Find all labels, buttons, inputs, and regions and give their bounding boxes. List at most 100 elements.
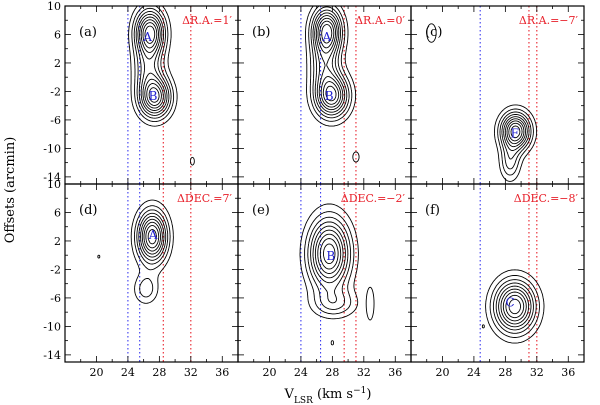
contour-group <box>128 6 195 166</box>
contour-level <box>144 25 160 103</box>
y-tick-label: 10 <box>47 0 61 13</box>
component-label: F <box>511 127 519 141</box>
contour-level <box>497 108 534 176</box>
contour-level <box>141 218 163 255</box>
contour-level <box>139 16 166 111</box>
contour-level <box>503 116 528 152</box>
contour-level <box>502 291 527 322</box>
contour-level <box>143 221 162 252</box>
contour-level <box>495 282 534 331</box>
x-axis-label-close: ) <box>366 387 371 402</box>
contour-group <box>481 269 545 344</box>
contour-level <box>319 238 339 270</box>
x-tick-label: 24 <box>121 366 135 379</box>
contour-level <box>510 125 521 139</box>
contour-level <box>140 19 164 109</box>
y-tick-label: -14 <box>43 349 61 362</box>
panel-offset-label: ΔR.A.=−7′ <box>519 14 579 27</box>
contour-level <box>508 122 523 142</box>
panel-frame <box>410 183 585 363</box>
x-axis-label: VLSR (km s−1) <box>284 386 372 405</box>
y-tick-label: -6 <box>50 292 61 305</box>
contour-level <box>308 6 353 122</box>
x-axis-label-sub: LSR <box>294 396 313 405</box>
contour-level <box>317 233 342 274</box>
contour-level <box>310 221 349 304</box>
panel-c: (c) ΔR.A.=−7′ F <box>410 5 585 185</box>
contour-level <box>131 6 175 123</box>
x-tick-label: 32 <box>357 366 371 379</box>
panel-f: 20 24 28 32 36 (f) ΔDEC.=−8′ C <box>410 183 585 379</box>
panel-label: (b) <box>252 25 270 40</box>
y-tick-label: -2 <box>50 263 61 276</box>
x-axis-label-sup: −1 <box>353 386 366 396</box>
contour-group <box>299 203 375 346</box>
contour-level <box>508 298 521 315</box>
contour-level <box>315 15 344 111</box>
y-tick-label: 10 <box>47 178 61 191</box>
x-tick-label: 24 <box>467 366 481 379</box>
contour-level <box>142 22 162 106</box>
contour-level <box>312 9 348 116</box>
component-label: B <box>326 249 335 263</box>
x-tick-label: 28 <box>152 366 166 379</box>
x-axis-label-unit: (km s <box>313 387 353 402</box>
contour-level <box>134 205 171 298</box>
panel-offset-label: ΔDEC.=−8′ <box>514 192 579 205</box>
contour-level <box>504 118 527 148</box>
contour-level <box>314 12 346 113</box>
y-tick-label: 6 <box>54 206 61 219</box>
panel-label: (a) <box>79 25 97 40</box>
contour-level <box>489 275 540 338</box>
contour-level <box>492 279 537 334</box>
contour-level <box>140 215 165 258</box>
contour-level <box>304 211 355 315</box>
contour-level <box>138 212 167 261</box>
contour-level <box>506 120 525 145</box>
panel-offset-label: ΔR.A.=0′ <box>355 14 405 27</box>
x-axis-label-main: V <box>284 387 295 402</box>
x-tick-label: 20 <box>435 366 449 379</box>
contour-level <box>505 294 525 319</box>
contour-level <box>299 203 359 320</box>
x-tick-label: 32 <box>530 366 544 379</box>
x-tick-label: 28 <box>325 366 339 379</box>
contour-blob <box>352 151 360 163</box>
panel-offset-label: ΔR.A.=1′ <box>182 14 232 27</box>
contour-level <box>312 225 346 284</box>
contour-level <box>314 229 344 279</box>
contour-level <box>307 216 352 310</box>
x-tick-label: 36 <box>388 366 402 379</box>
y-tick-label: -2 <box>50 85 61 98</box>
contour-level <box>130 199 174 304</box>
contour-blob <box>365 286 375 321</box>
contour-level <box>500 288 530 325</box>
contour-group <box>305 6 360 163</box>
component-label: A <box>148 228 158 242</box>
contour-level <box>498 285 532 328</box>
contour-level <box>135 11 170 116</box>
contour-level <box>323 243 336 265</box>
y-tick-label: -10 <box>43 142 61 155</box>
panel-label: (d) <box>79 203 97 218</box>
contour-group <box>426 23 538 182</box>
panel-label: (f) <box>425 203 440 218</box>
panel-a: 10 6 2 -2 -6 -10 -14 (a) ΔR.A.=1′ A B <box>43 0 239 185</box>
panel-offset-label: ΔDEC.=7′ <box>177 192 233 205</box>
contour-level <box>494 104 538 182</box>
contour-blob <box>481 324 485 329</box>
contour-blob <box>426 23 437 43</box>
contour-level <box>145 225 160 249</box>
x-tick-label: 24 <box>294 366 308 379</box>
contour-blob <box>330 340 334 346</box>
panel-b: (b) ΔR.A.=0′ A B <box>237 5 412 185</box>
contour-level <box>137 13 168 114</box>
component-label: A <box>142 30 152 44</box>
contour-level <box>310 6 350 119</box>
contour-level <box>305 6 357 127</box>
contour-level <box>136 209 169 265</box>
x-tick-label: 20 <box>89 366 103 379</box>
contour-group <box>97 199 174 304</box>
contour-level <box>321 24 337 102</box>
